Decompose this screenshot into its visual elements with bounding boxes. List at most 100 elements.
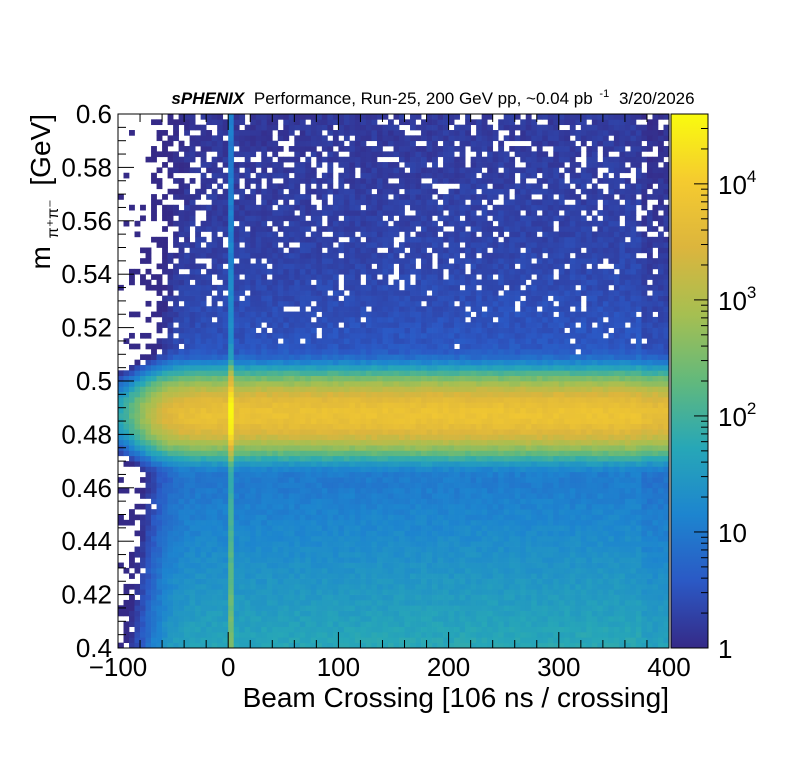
- heatmap-cell: [432, 573, 438, 579]
- heatmap-cell: [217, 407, 224, 414]
- heatmap-cell: [382, 386, 389, 393]
- heatmap-cell: [327, 114, 334, 120]
- heatmap-cell: [145, 605, 152, 611]
- heatmap-cell: [321, 359, 328, 366]
- heatmap-cell: [173, 583, 179, 590]
- heatmap-cell: [288, 215, 295, 222]
- heatmap-cell: [294, 551, 301, 558]
- heatmap-cell: [288, 583, 295, 590]
- heatmap-cell: [410, 418, 416, 425]
- heatmap-cell: [217, 140, 224, 147]
- heatmap-cell: [200, 140, 207, 147]
- heatmap-cell: [343, 188, 350, 195]
- heatmap-cell: [421, 194, 427, 200]
- heatmap-cell: [129, 637, 135, 644]
- heatmap-cell: [233, 375, 240, 382]
- heatmap-cell: [349, 461, 356, 467]
- heatmap-cell: [283, 455, 290, 462]
- heatmap-cell: [195, 311, 201, 318]
- heatmap-cell: [371, 274, 378, 280]
- heatmap-cell: [255, 268, 262, 275]
- heatmap-cell: [140, 391, 146, 398]
- heatmap-cell: [255, 509, 262, 515]
- heatmap-cell: [228, 311, 235, 318]
- heatmap-cell: [272, 268, 279, 275]
- heatmap-cell: [255, 162, 262, 168]
- heatmap-cell: [365, 567, 372, 574]
- heatmap-cell: [338, 498, 345, 505]
- heatmap-cell: [360, 551, 367, 558]
- heatmap-cell: [217, 359, 224, 366]
- heatmap-cell: [288, 114, 295, 120]
- heatmap-cell: [426, 220, 433, 227]
- heatmap-cell: [228, 263, 235, 270]
- heatmap-cell: [382, 487, 389, 494]
- heatmap-cell: [338, 381, 345, 387]
- heatmap-cell: [173, 631, 179, 638]
- heatmap-cell: [200, 413, 207, 419]
- heatmap-cell: [206, 461, 213, 467]
- heatmap-cell: [266, 231, 273, 238]
- heatmap-cell: [250, 423, 257, 430]
- heatmap-cell: [228, 327, 235, 334]
- heatmap-cell: [299, 573, 306, 579]
- heatmap-cell: [167, 514, 174, 521]
- heatmap-cell: [156, 407, 163, 414]
- heatmap-cell: [327, 332, 334, 339]
- heatmap-cell: [299, 348, 306, 355]
- heatmap-cell: [332, 332, 339, 339]
- heatmap-cell: [195, 541, 201, 547]
- heatmap-cell: [371, 605, 378, 611]
- heatmap-cell: [173, 487, 179, 494]
- heatmap-cell: [217, 172, 224, 179]
- heatmap-cell: [376, 402, 383, 409]
- heatmap-cell: [382, 290, 389, 296]
- heatmap-cell: [222, 252, 229, 259]
- heatmap-cell: [294, 311, 301, 318]
- heatmap-cell: [140, 642, 146, 649]
- heatmap-cell: [261, 423, 268, 430]
- heatmap-cell: [387, 343, 394, 350]
- heatmap-cell: [393, 252, 400, 259]
- heatmap-cell: [261, 194, 268, 200]
- heatmap-cell: [244, 557, 251, 563]
- heatmap-cell: [332, 210, 339, 216]
- heatmap-cell: [200, 156, 207, 163]
- heatmap-cell: [382, 327, 389, 334]
- heatmap-cell: [421, 573, 427, 579]
- heatmap-cell: [415, 156, 422, 163]
- heatmap-cell: [404, 615, 411, 622]
- heatmap-cell: [321, 284, 328, 291]
- heatmap-cell: [228, 322, 235, 328]
- heatmap-cell: [272, 242, 279, 248]
- heatmap-cell: [167, 311, 174, 318]
- heatmap-cell: [200, 450, 207, 457]
- heatmap-cell: [365, 423, 372, 430]
- heatmap-cell: [299, 621, 306, 627]
- heatmap-cell: [244, 498, 251, 505]
- heatmap-cell: [255, 583, 262, 590]
- heatmap-cell: [189, 252, 196, 259]
- heatmap-cell: [426, 450, 433, 457]
- heatmap-cell: [382, 407, 389, 414]
- heatmap-cell: [211, 146, 218, 152]
- heatmap-cell: [233, 503, 240, 510]
- heatmap-cell: [145, 370, 152, 377]
- heatmap-cell: [393, 162, 400, 168]
- heatmap-cell: [399, 599, 405, 606]
- heatmap-cell: [283, 423, 290, 430]
- heatmap-cell: [233, 135, 240, 142]
- heatmap-cell: [195, 343, 201, 350]
- heatmap-cell: [354, 140, 361, 147]
- heatmap-cell: [376, 364, 383, 371]
- heatmap-cell: [206, 423, 213, 430]
- heatmap-cell: [294, 263, 301, 270]
- heatmap-cell: [410, 498, 416, 505]
- heatmap-cell: [228, 316, 235, 323]
- heatmap-cell: [118, 423, 124, 430]
- heatmap-cell: [233, 477, 240, 483]
- heatmap-cell: [255, 252, 262, 259]
- heatmap-cell: [206, 354, 213, 360]
- heatmap-cell: [206, 247, 213, 254]
- heatmap-cell: [294, 445, 301, 451]
